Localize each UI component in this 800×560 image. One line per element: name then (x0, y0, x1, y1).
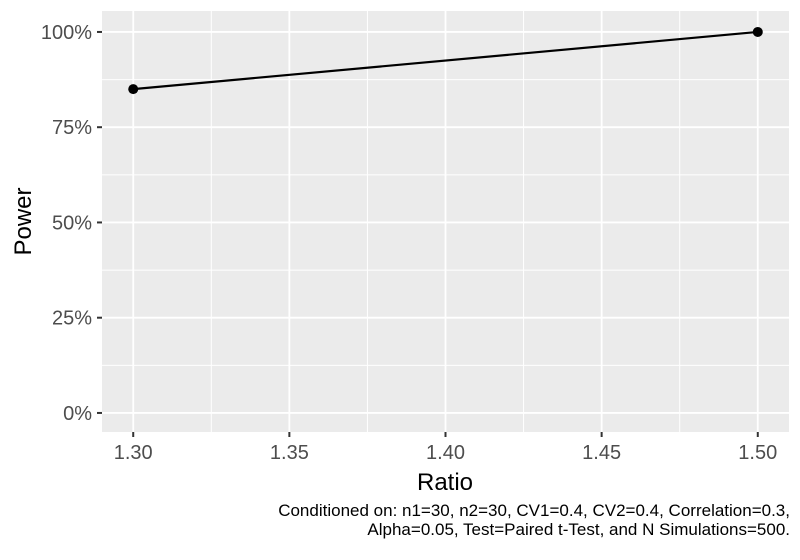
y-tick-label: 25% (52, 308, 92, 330)
caption-line-2: Alpha=0.05, Test=Paired t-Test, and N Si… (367, 520, 790, 539)
x-tick-label: 1.30 (114, 442, 153, 464)
data-point (752, 26, 763, 37)
series-line (133, 30, 758, 91)
x-axis-title: Ratio (417, 469, 473, 496)
x-tick-label: 1.50 (738, 442, 777, 464)
chart-caption: Conditioned on: n1=30, n2=30, CV1=0.4, C… (278, 501, 790, 539)
x-tick-label: 1.35 (270, 442, 309, 464)
plot-panel-group: 0% 25% 50% 75% 100% 1.30 1.35 1.40 1.45 1.50 (41, 11, 789, 464)
y-tick-label: 0% (63, 403, 92, 425)
x-tick-label: 1.45 (582, 442, 621, 464)
y-tick-label: 100% (41, 22, 92, 44)
y-axis-title: Power (10, 187, 37, 255)
plot-svg: 0% 25% 50% 75% 100% 1.30 1.35 1.40 1.45 1.50 Rati… (10, 11, 789, 496)
y-tick-label: 50% (52, 212, 92, 234)
y-tick-label: 75% (52, 117, 92, 139)
data-point (128, 84, 139, 95)
x-tick-label: 1.40 (426, 442, 465, 464)
caption-line-1: Conditioned on: n1=30, n2=30, CV1=0.4, C… (278, 501, 790, 520)
